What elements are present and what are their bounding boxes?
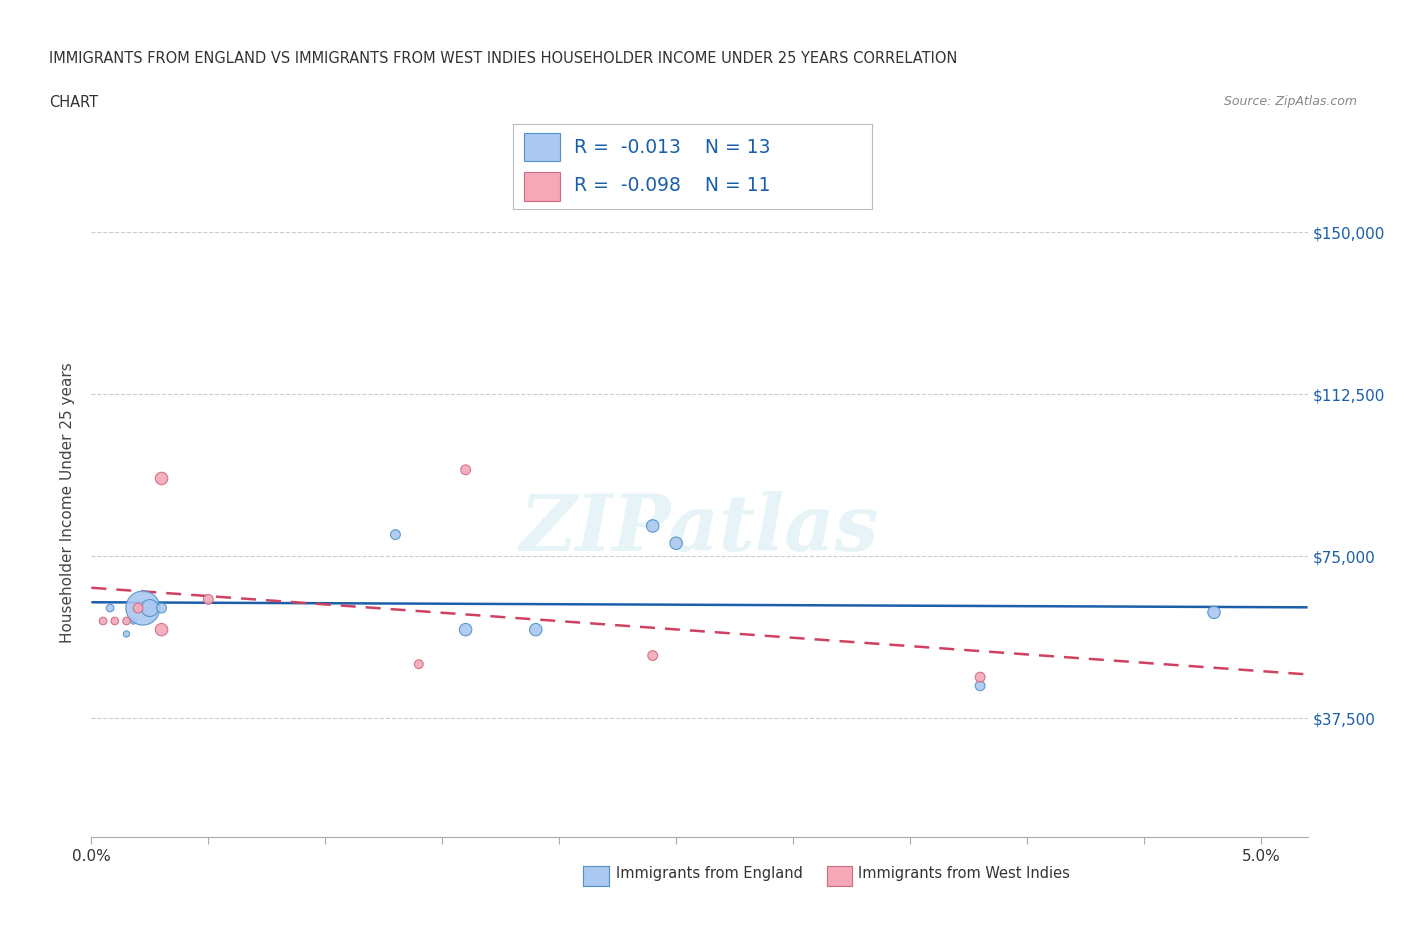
Point [454,622,477,637]
Point [641,519,664,534]
Y-axis label: Householder Income Under 25 years: Householder Income Under 25 years [60,362,76,643]
Point [127,601,149,616]
Bar [524,172,560,201]
Text: Source: ZipAtlas.com: Source: ZipAtlas.com [1223,95,1357,108]
Point [150,471,173,485]
Point [524,622,547,637]
Point [384,527,406,542]
Point [641,648,664,663]
Point [408,657,430,671]
Text: Immigrants from England: Immigrants from England [616,866,803,881]
Point [91,614,114,629]
Point [115,627,138,642]
Point [665,536,688,551]
Text: CHART: CHART [49,95,98,110]
Point [122,614,145,629]
Point [969,678,991,693]
Text: ZIPatlas: ZIPatlas [520,491,879,567]
Point [969,670,991,684]
Text: R =  -0.098    N = 11: R = -0.098 N = 11 [574,176,770,195]
Text: IMMIGRANTS FROM ENGLAND VS IMMIGRANTS FROM WEST INDIES HOUSEHOLDER INCOME UNDER : IMMIGRANTS FROM ENGLAND VS IMMIGRANTS FR… [49,51,957,66]
Point [115,614,138,629]
Text: Immigrants from West Indies: Immigrants from West Indies [858,866,1070,881]
Point [98,601,121,616]
Point [139,601,162,616]
Bar [524,133,560,161]
Point [454,462,477,477]
Point [104,614,127,629]
Point [150,601,173,616]
Point [1202,604,1225,619]
Point [150,622,173,637]
Point [197,592,219,607]
Text: R =  -0.013    N = 13: R = -0.013 N = 13 [574,138,770,157]
Point [132,601,155,616]
